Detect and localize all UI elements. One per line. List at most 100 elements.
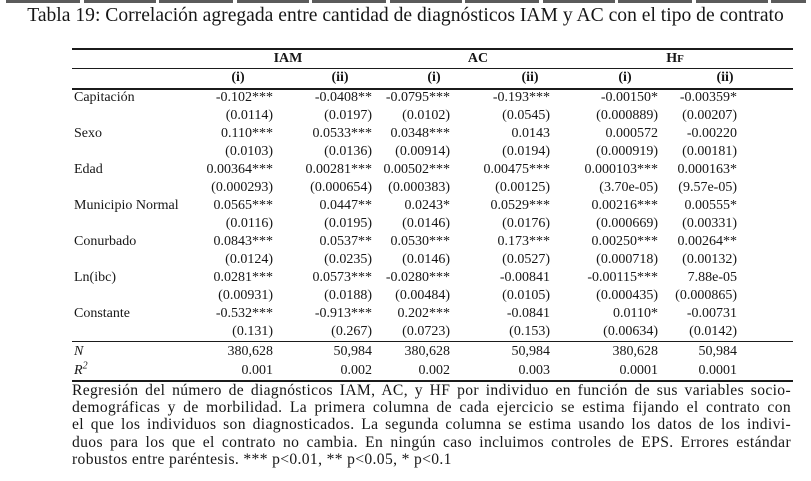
stat-value: 0.002 [418, 363, 451, 378]
note-line: Regresión del número de diagnósticos IAM… [72, 382, 791, 399]
coef-cell: -0.532*** [215, 306, 273, 321]
horizontal-rule-0 [72, 48, 793, 50]
row-label: Ln(ibc) [74, 270, 116, 285]
se-cell: (0.0116) [225, 216, 273, 231]
coef-cell: 0.00250*** [591, 234, 659, 249]
coef-cell: -0.102*** [215, 90, 273, 105]
se-cell: (0.0124) [225, 252, 273, 267]
row-label: Capitación [74, 90, 135, 105]
stat-value: 0.001 [241, 363, 274, 378]
se-cell: (0.0545) [502, 108, 550, 123]
col-header: (ii) [716, 70, 734, 85]
coef-cell: 0.202*** [397, 306, 451, 321]
coef-cell: -0.0795*** [385, 90, 450, 105]
col-header: (ii) [521, 70, 539, 85]
stat-value: 50,984 [333, 344, 373, 359]
coef-cell: 0.000572 [605, 126, 659, 141]
stat-value: 50,984 [698, 344, 738, 359]
se-cell: (0.000889) [596, 108, 658, 123]
coef-cell: 0.173*** [497, 234, 551, 249]
se-cell: (0.131) [232, 324, 273, 339]
se-cell: (0.0527) [502, 252, 550, 267]
se-cell: (0.0195) [324, 216, 372, 231]
coef-cell: -0.00841 [499, 270, 550, 285]
coef-cell: 0.0281*** [213, 270, 274, 285]
horizontal-rule-1 [72, 68, 793, 69]
coef-cell: 0.00281*** [305, 162, 373, 177]
coef-cell: 0.0110* [613, 306, 658, 321]
se-cell: (0.00931) [218, 288, 273, 303]
stat-label: R2 [74, 360, 88, 378]
stat-value: 380,628 [612, 344, 659, 359]
col-header: (ii) [331, 70, 349, 85]
coef-cell: 0.00216*** [591, 198, 659, 213]
note-line: el que los individuos son diagnosticados… [72, 416, 791, 434]
coef-cell: 0.0843*** [213, 234, 274, 249]
table-notes: Regresión del número de diagnósticos IAM… [72, 382, 791, 468]
coef-cell: 0.00264** [677, 234, 738, 249]
se-cell: (3.70e-05) [599, 180, 658, 195]
se-cell: (0.000383) [388, 180, 450, 195]
coef-cell: 0.0530*** [390, 234, 451, 249]
col-header: (i) [427, 70, 441, 85]
se-cell: (0.0102) [402, 108, 450, 123]
se-cell: (0.0176) [502, 216, 550, 231]
se-cell: (0.153) [509, 324, 550, 339]
regression-table: IAM AC HF (i) (ii) (i) (ii) (i) (ii) Capitación -0… [72, 48, 793, 382]
coef-cell: -0.913*** [314, 306, 372, 321]
coef-cell: 0.00475*** [483, 162, 551, 177]
coef-cell: 0.0243* [404, 198, 451, 213]
stat-value: 50,984 [511, 344, 551, 359]
se-cell: (0.0194) [502, 144, 550, 159]
horizontal-rule-2 [72, 88, 793, 90]
horizontal-rule-3 [72, 341, 793, 342]
note-line: demográficas y de morbilidad. La primera… [72, 399, 791, 417]
se-cell: (0.0146) [402, 252, 450, 267]
coef-cell: 0.000103*** [584, 162, 659, 177]
se-cell: (0.00484) [395, 288, 450, 303]
coef-cell: 0.110*** [221, 126, 273, 141]
row-label: Sexo [74, 126, 102, 141]
coef-cell: -0.00220 [686, 126, 737, 141]
group-header-hf: HF [666, 51, 684, 66]
group-header-ac: AC [467, 51, 489, 66]
coef-cell: 0.0537** [319, 234, 373, 249]
se-cell: (0.0146) [402, 216, 450, 231]
se-cell: (0.0103) [225, 144, 273, 159]
row-label: Edad [74, 162, 103, 177]
se-cell: (0.0142) [689, 324, 737, 339]
se-cell: (0.00634) [603, 324, 658, 339]
se-cell: (0.0188) [324, 288, 372, 303]
se-cell: (0.00181) [682, 144, 737, 159]
se-cell: (0.267) [331, 324, 372, 339]
coef-cell: 0.0573*** [312, 270, 373, 285]
se-cell: (0.00914) [395, 144, 450, 159]
coef-cell: 0.00364*** [206, 162, 274, 177]
se-cell: (0.0136) [324, 144, 372, 159]
row-label: Constante [74, 306, 130, 321]
se-cell: (0.0235) [324, 252, 372, 267]
coef-cell: 7.88e-05 [687, 270, 737, 285]
stat-value: 0.002 [340, 363, 373, 378]
coef-cell: -0.00359* [679, 90, 737, 105]
se-cell: (0.00125) [495, 180, 550, 195]
se-cell: (0.000919) [596, 144, 658, 159]
coef-cell: 0.000163* [677, 162, 738, 177]
coef-cell: 0.0533*** [312, 126, 373, 141]
se-cell: (0.00207) [682, 108, 737, 123]
se-cell: (9.57e-05) [678, 180, 737, 195]
stat-value: 380,628 [227, 344, 274, 359]
se-cell: (0.000718) [596, 252, 658, 267]
group-header-iam: IAM [273, 51, 303, 66]
se-cell: (0.0105) [502, 288, 550, 303]
table-caption: Tabla 19: Correlación agregada entre can… [27, 5, 784, 26]
row-label: Conurbado [74, 234, 137, 249]
stat-value: 0.0001 [698, 363, 738, 378]
se-cell: (0.00331) [682, 216, 737, 231]
coef-cell: 0.0348*** [390, 126, 451, 141]
stat-value: 0.003 [518, 363, 551, 378]
note-line: robustos entre paréntesis. *** p<0.01, *… [72, 450, 452, 468]
coef-cell: 0.0447** [319, 198, 373, 213]
se-cell: (0.00132) [682, 252, 737, 267]
